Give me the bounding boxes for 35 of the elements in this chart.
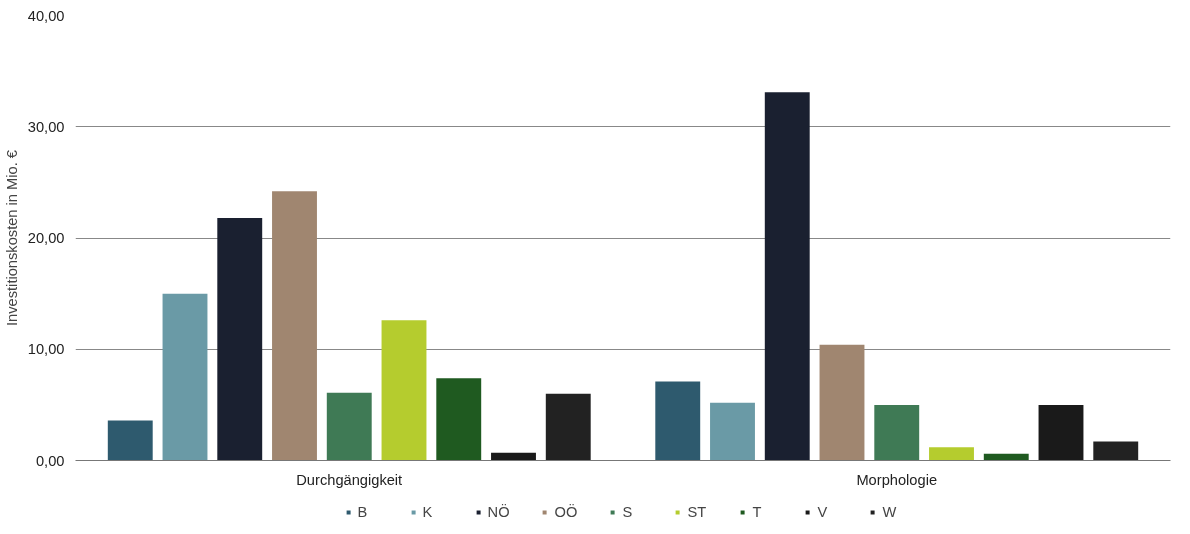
legend-label: OÖ xyxy=(554,504,578,520)
bar xyxy=(326,392,372,461)
bar xyxy=(764,92,810,461)
y-axis-title: Investitionskosten in Mio. € xyxy=(3,150,20,326)
legend-label: V xyxy=(817,504,829,520)
legend-label: NÖ xyxy=(487,504,510,520)
bar xyxy=(874,404,920,461)
bar xyxy=(491,452,536,461)
legend-label: ST xyxy=(687,504,708,520)
bar xyxy=(983,453,1029,461)
legend-label: S xyxy=(622,504,634,520)
legend-label: T xyxy=(752,504,763,520)
bar xyxy=(162,293,208,461)
bar xyxy=(710,402,755,461)
bar xyxy=(1038,404,1084,461)
y-tick-label: 20,00 xyxy=(27,230,65,246)
bar xyxy=(819,344,865,461)
legend-label: W xyxy=(882,504,898,520)
bar xyxy=(107,420,153,461)
bar xyxy=(272,191,317,461)
y-tick-label: 40,00 xyxy=(27,7,65,24)
legend-label: K xyxy=(422,504,434,520)
legend-label: B xyxy=(357,504,369,520)
bar xyxy=(436,378,482,461)
bar xyxy=(1093,441,1139,461)
y-tick-label: 0,00 xyxy=(35,452,65,469)
bar xyxy=(655,381,701,461)
bar xyxy=(545,393,591,461)
x-tick-label: Morphologie xyxy=(856,471,938,488)
y-tick-label: 10,00 xyxy=(27,341,65,358)
bar xyxy=(929,447,974,461)
bar xyxy=(217,217,263,461)
x-tick-label: Durchgängigkeit xyxy=(296,471,403,488)
y-tick-label: 30,00 xyxy=(27,118,65,135)
bar xyxy=(381,320,427,461)
